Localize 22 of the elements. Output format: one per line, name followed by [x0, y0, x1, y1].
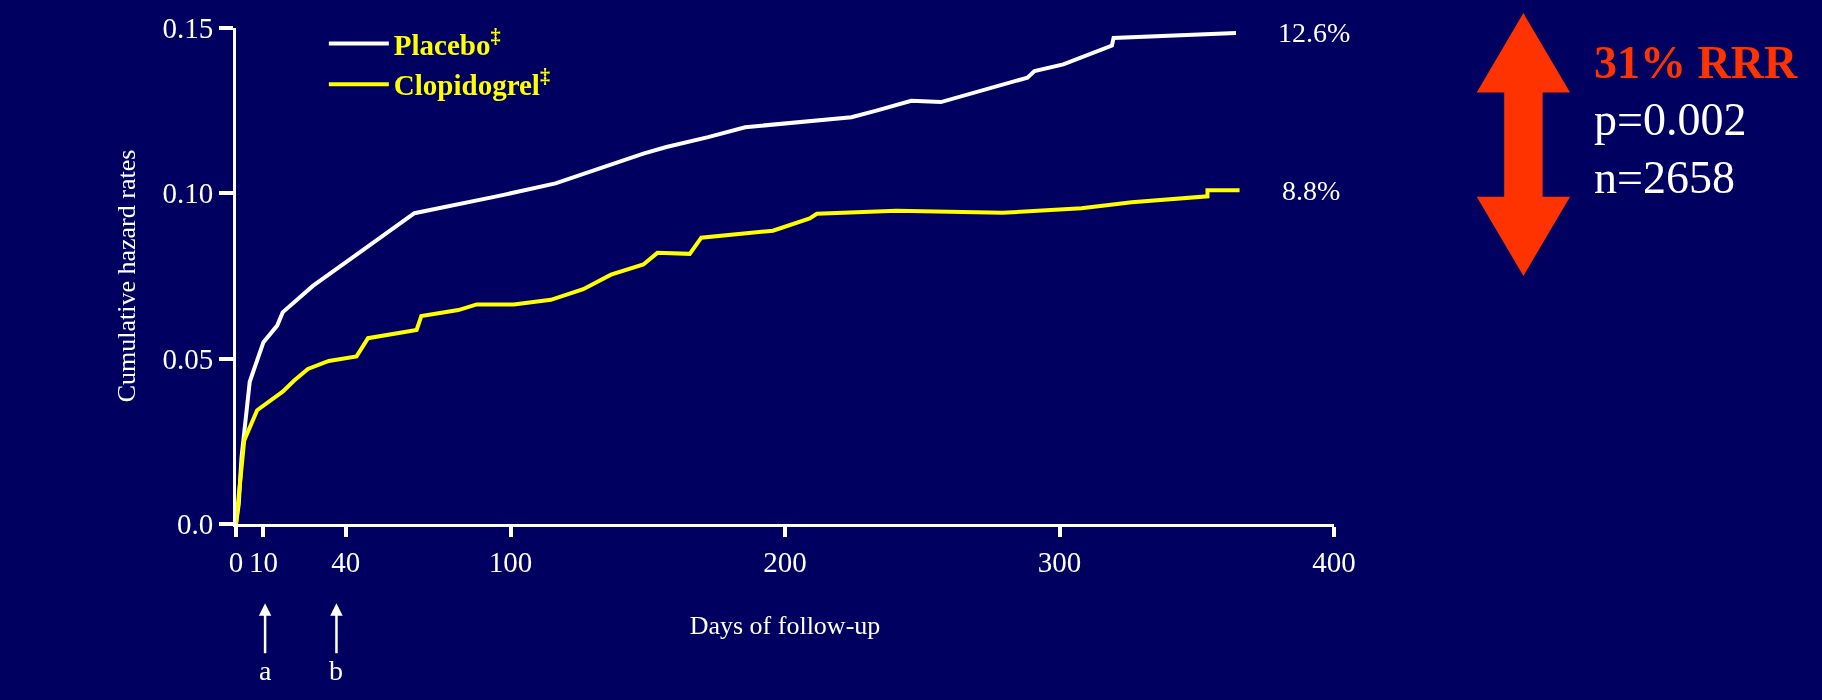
text: p=0.002 [1594, 94, 1747, 145]
x-axis-title: Days of follow-up [689, 611, 881, 641]
annotation: 12.6% [1278, 17, 1351, 48]
x-tick-label: 100 [488, 545, 533, 578]
x-tick-label: 0 [228, 545, 244, 578]
x-tick-label: 10 [248, 545, 278, 578]
text: n=2658 [1594, 152, 1735, 203]
legend-label: Placebo$^{‡}$ [393, 24, 501, 61]
text: 31% RRR [1594, 37, 1798, 88]
y-axis-title: Cumulative hazard rates [111, 149, 141, 403]
y-tick-label: 0.05 [162, 342, 214, 375]
y-tick-label: 0.0 [176, 508, 214, 541]
y-tick-label: 0.10 [162, 177, 214, 210]
x-tick-label: 40 [331, 545, 361, 578]
x-tick-label: 300 [1037, 545, 1082, 578]
text: b [329, 655, 343, 686]
legend-label: Clopidogrel$^{‡}$ [393, 65, 551, 102]
annotation: 8.8% [1282, 175, 1341, 206]
x-tick-label: 400 [1312, 545, 1356, 578]
text: a [259, 655, 272, 686]
y-tick-label: 0.15 [162, 12, 214, 45]
x-tick-label: 200 [763, 545, 807, 578]
